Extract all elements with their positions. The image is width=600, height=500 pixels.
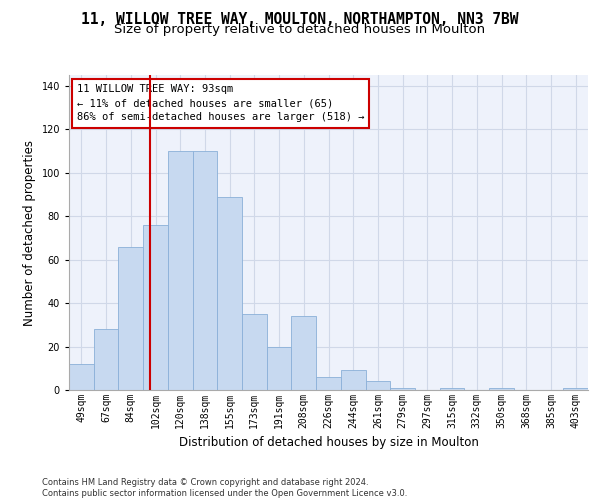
Text: 11 WILLOW TREE WAY: 93sqm
← 11% of detached houses are smaller (65)
86% of semi-: 11 WILLOW TREE WAY: 93sqm ← 11% of detac… (77, 84, 364, 122)
Bar (489, 388, 514, 390)
Bar (440, 388, 464, 390)
Y-axis label: Number of detached properties: Number of detached properties (23, 140, 36, 326)
Bar (118, 246, 143, 390)
Bar (143, 225, 168, 390)
Text: Contains HM Land Registry data © Crown copyright and database right 2024.
Contai: Contains HM Land Registry data © Crown c… (42, 478, 407, 498)
Bar (390, 388, 415, 390)
Text: Size of property relative to detached houses in Moulton: Size of property relative to detached ho… (115, 22, 485, 36)
Text: 11, WILLOW TREE WAY, MOULTON, NORTHAMPTON, NN3 7BW: 11, WILLOW TREE WAY, MOULTON, NORTHAMPTO… (81, 12, 519, 28)
Bar (242, 314, 267, 390)
Bar (563, 388, 588, 390)
Bar (94, 329, 118, 390)
Bar (365, 382, 390, 390)
X-axis label: Distribution of detached houses by size in Moulton: Distribution of detached houses by size … (179, 436, 478, 450)
Bar (341, 370, 365, 390)
Bar (267, 346, 292, 390)
Bar (292, 316, 316, 390)
Bar (316, 377, 341, 390)
Bar (217, 196, 242, 390)
Bar (193, 151, 217, 390)
Bar (168, 151, 193, 390)
Bar (69, 364, 94, 390)
